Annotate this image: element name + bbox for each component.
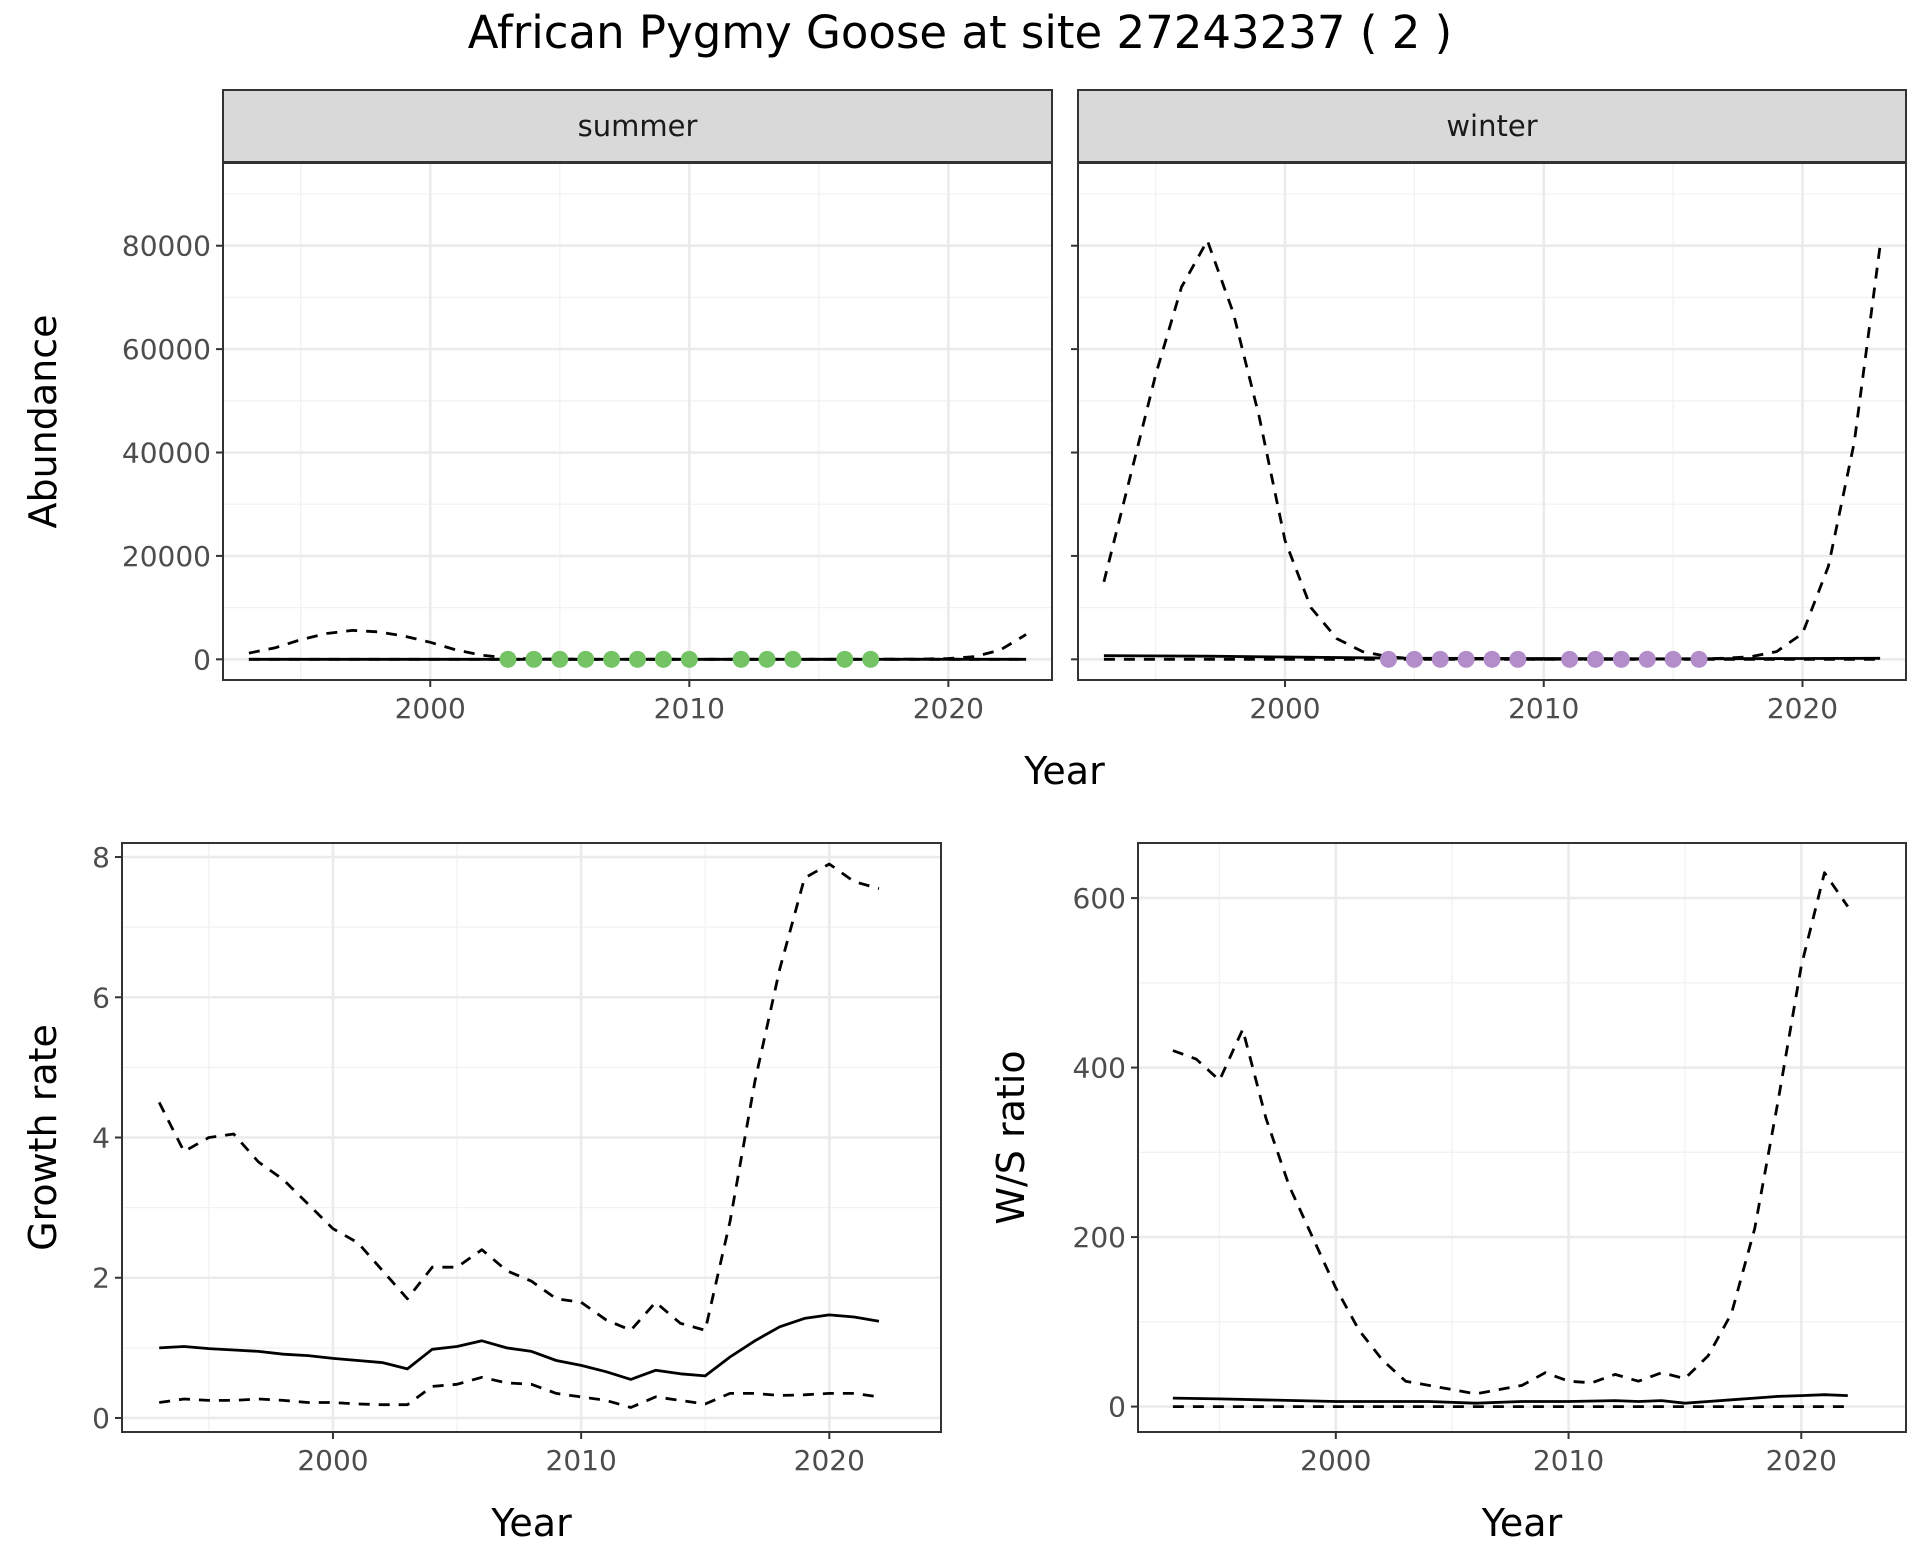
facet-label: winter xyxy=(1446,109,1537,143)
observation-point xyxy=(654,650,672,668)
observation-point xyxy=(758,650,776,668)
growth-panel: 2000 2010 2020 0 2 4 6 8 Year Growth rate xyxy=(21,841,942,1545)
x-axis-title: Year xyxy=(1481,1501,1563,1545)
y-tick-label: 200 xyxy=(1073,1221,1126,1254)
observation-point xyxy=(1561,650,1579,668)
x-tick-label: 2000 xyxy=(297,1444,368,1477)
observation-point xyxy=(732,650,750,668)
abundance-panel-summer: summer 2000 2010 2020 0 20000 40000 60000 80000 xyxy=(122,89,1053,725)
observation-point xyxy=(1405,650,1423,668)
observation-point xyxy=(1587,650,1604,668)
y-tick-label: 20000 xyxy=(122,540,211,573)
series-line-upper xyxy=(1172,871,1849,1396)
y-tick-label: 400 xyxy=(1073,1052,1126,1085)
observation-point xyxy=(1483,650,1501,668)
observation-point xyxy=(1638,650,1656,668)
observation-point xyxy=(1380,650,1397,668)
ws_ratio-panel: 2000 2010 2020 0 200 400 600 Year W/S ratio xyxy=(989,842,1907,1545)
y-axis-title: Abundance xyxy=(21,314,65,528)
panel-background xyxy=(1078,163,1906,680)
y-axis-title: W/S ratio xyxy=(989,1050,1033,1224)
observation-point xyxy=(836,650,854,668)
observation-point xyxy=(1690,650,1708,668)
x-axis-title: Year xyxy=(1023,749,1105,793)
facet-strip xyxy=(222,89,1053,163)
x-tick-label: 2020 xyxy=(913,692,984,725)
x-tick-label: 2010 xyxy=(546,1444,617,1477)
y-tick-label: 0 xyxy=(193,643,211,676)
series-line-estimate xyxy=(159,1313,880,1381)
chart-title: African Pygmy Goose at site 27243237 ( 2… xyxy=(468,6,1452,59)
series-line-upper xyxy=(248,629,1027,661)
series-line-upper xyxy=(157,862,880,1332)
facet-strip xyxy=(1077,89,1907,163)
observation-point xyxy=(1457,650,1475,668)
x-tick-label: 2000 xyxy=(395,692,466,725)
observation-point xyxy=(1612,650,1630,668)
x-tick-label: 2020 xyxy=(1766,1444,1837,1477)
x-tick-label: 2010 xyxy=(1533,1444,1604,1477)
observation-point xyxy=(1509,650,1527,668)
observation-point xyxy=(1664,650,1682,668)
x-tick-label: 2020 xyxy=(794,1444,865,1477)
y-tick-label: 0 xyxy=(1108,1391,1126,1424)
observation-point xyxy=(680,650,698,668)
facet-label: summer xyxy=(578,109,698,143)
series-line-upper xyxy=(1102,239,1882,661)
series-line-estimate xyxy=(1172,1393,1848,1405)
x-tick-label: 2000 xyxy=(1249,692,1320,725)
observation-point xyxy=(577,650,595,668)
y-tick-label: 4 xyxy=(92,1122,110,1155)
panel-background xyxy=(223,163,1052,680)
panel-background xyxy=(1138,843,1906,1432)
x-tick-label: 2010 xyxy=(654,692,725,725)
x-tick-label: 2000 xyxy=(1300,1444,1371,1477)
y-tick-label: 60000 xyxy=(122,333,211,366)
y-tick-label: 40000 xyxy=(122,437,211,470)
x-tick-label: 2020 xyxy=(1767,692,1838,725)
x-tick-label: 2010 xyxy=(1508,692,1579,725)
observation-point xyxy=(603,650,621,668)
y-tick-label: 6 xyxy=(92,981,110,1014)
observation-point xyxy=(551,650,569,668)
panel-border xyxy=(1137,842,1907,1433)
observation-point xyxy=(1431,650,1449,668)
observation-point xyxy=(499,650,517,668)
y-tick-label: 8 xyxy=(92,841,110,874)
observation-point xyxy=(629,650,646,668)
observation-point xyxy=(525,650,543,668)
y-tick-label: 2 xyxy=(92,1262,110,1295)
series-line-lower xyxy=(159,1375,880,1409)
abundance-panel-winter: winter 2000 2010 2020 xyxy=(1071,89,1907,725)
y-tick-label: 80000 xyxy=(122,230,211,263)
observation-point xyxy=(784,650,802,668)
y-tick-label: 0 xyxy=(92,1402,110,1435)
y-axis-title: Growth rate xyxy=(21,1024,65,1251)
x-axis-title: Year xyxy=(490,1501,572,1545)
observation-point xyxy=(862,650,880,668)
y-tick-label: 600 xyxy=(1073,882,1126,915)
